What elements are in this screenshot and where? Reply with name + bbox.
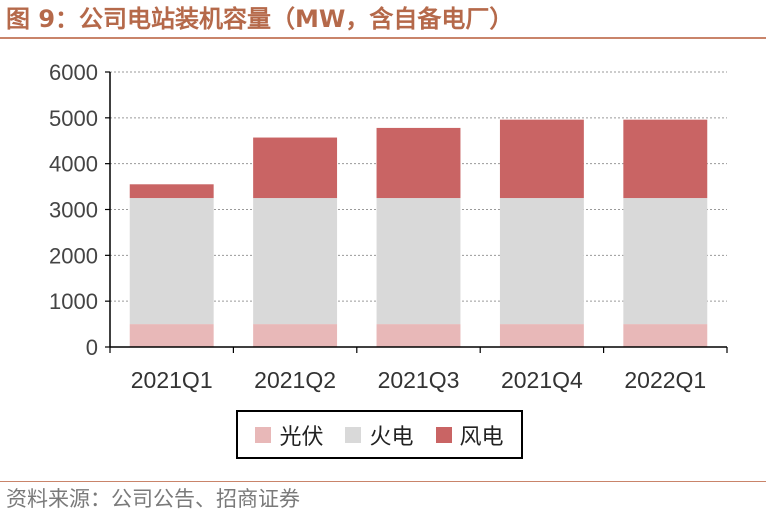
x-tick-labels: 2021Q1 2021Q2 2021Q3 2021Q4 2022Q1: [109, 347, 728, 393]
bar-wind-2021Q3: [376, 127, 461, 199]
y-tick-label: 6000: [49, 60, 98, 85]
bar-solar-2021Q2: [253, 324, 338, 347]
bar-thermal-2021Q1: [129, 198, 214, 325]
legend-item-solar: 光伏: [255, 419, 323, 451]
legend-label-wind: 风电: [459, 424, 504, 450]
y-tick-label: 0: [86, 335, 98, 360]
x-tick-label: 2021Q4: [501, 367, 583, 393]
y-tick-label: 3000: [49, 198, 98, 223]
bar-solar-2022Q1: [623, 324, 708, 347]
y-tick-label: 4000: [49, 152, 98, 177]
source-note: 资料来源：公司公告、招商证券: [6, 487, 300, 511]
legend-item-thermal: 火电: [345, 419, 414, 451]
x-tick-label: 2021Q3: [378, 367, 460, 393]
y-tick-labels: 0 1000 2000 3000 4000 5000 6000: [49, 60, 110, 360]
x-tick-label: 2021Q2: [254, 367, 336, 393]
bar-thermal-2022Q1: [623, 198, 708, 325]
y-tick-label: 1000: [49, 289, 98, 314]
bar-thermal-2021Q4: [499, 198, 584, 325]
legend: 光伏 火电 风电: [236, 410, 523, 459]
bar-solar-2021Q3: [376, 324, 461, 347]
bar-thermal-2021Q3: [376, 198, 461, 325]
bar-wind-2021Q4: [499, 119, 584, 199]
legend-label-thermal: 火电: [369, 424, 414, 450]
bar-thermal-2021Q2: [253, 198, 338, 325]
bar-wind-2022Q1: [623, 119, 708, 199]
bar-solar-2021Q4: [499, 324, 584, 347]
bar-wind-2021Q1: [129, 184, 214, 199]
footer-divider: [0, 481, 766, 482]
bar-wind-2021Q2: [253, 137, 338, 199]
bar-solar-2021Q1: [129, 324, 214, 347]
y-tick-label: 2000: [49, 243, 98, 268]
y-tick-label: 5000: [49, 106, 98, 131]
bars: [129, 119, 708, 347]
legend-swatch-solar: [255, 426, 272, 443]
title-divider: [0, 37, 766, 39]
legend-item-wind: 风电: [435, 419, 504, 451]
legend-swatch-wind: [435, 426, 452, 443]
legend-label-solar: 光伏: [279, 424, 324, 450]
x-tick-label: 2022Q1: [624, 367, 706, 393]
x-tick-label: 2021Q1: [131, 367, 213, 393]
legend-swatch-thermal: [345, 426, 362, 443]
chart-title: 图 9：公司电站装机容量（MW，含自备电厂）: [6, 5, 514, 33]
